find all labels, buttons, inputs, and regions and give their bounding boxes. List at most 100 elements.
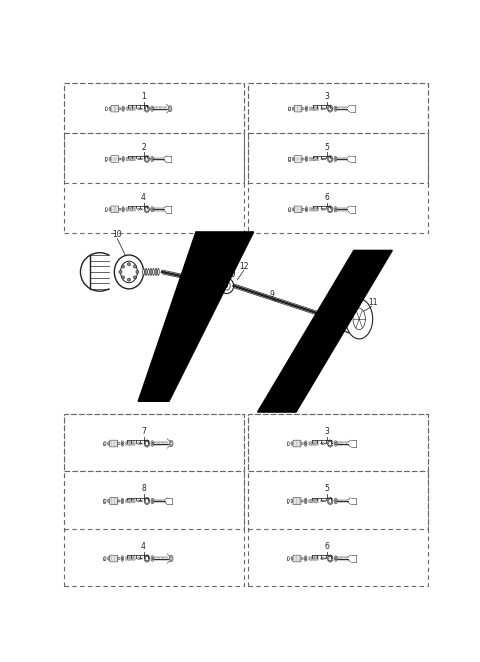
Circle shape bbox=[321, 557, 323, 559]
Ellipse shape bbox=[334, 441, 337, 446]
Circle shape bbox=[148, 441, 149, 442]
Circle shape bbox=[331, 160, 332, 162]
Text: 3: 3 bbox=[324, 92, 329, 101]
Ellipse shape bbox=[311, 557, 312, 561]
FancyBboxPatch shape bbox=[111, 105, 119, 112]
Ellipse shape bbox=[127, 442, 128, 446]
Ellipse shape bbox=[311, 442, 312, 446]
Text: 13: 13 bbox=[231, 246, 241, 256]
Ellipse shape bbox=[335, 158, 336, 160]
Ellipse shape bbox=[324, 312, 326, 318]
Bar bbox=[64, 133, 244, 183]
Ellipse shape bbox=[108, 499, 109, 502]
Circle shape bbox=[321, 209, 323, 211]
Circle shape bbox=[331, 157, 332, 158]
Text: 7: 7 bbox=[141, 427, 146, 436]
Circle shape bbox=[323, 209, 324, 210]
Ellipse shape bbox=[334, 556, 337, 561]
Ellipse shape bbox=[334, 312, 336, 318]
Circle shape bbox=[138, 443, 139, 444]
Ellipse shape bbox=[131, 107, 132, 111]
Ellipse shape bbox=[314, 157, 315, 161]
Bar bbox=[103, 499, 105, 502]
Ellipse shape bbox=[152, 158, 153, 160]
Ellipse shape bbox=[134, 499, 135, 503]
Ellipse shape bbox=[313, 499, 314, 503]
Ellipse shape bbox=[312, 557, 313, 561]
Circle shape bbox=[331, 445, 332, 446]
Ellipse shape bbox=[335, 500, 336, 502]
Circle shape bbox=[140, 108, 141, 109]
Ellipse shape bbox=[327, 555, 333, 562]
Circle shape bbox=[328, 498, 329, 500]
Ellipse shape bbox=[145, 107, 148, 111]
Circle shape bbox=[321, 158, 323, 160]
Circle shape bbox=[328, 445, 329, 446]
Circle shape bbox=[148, 207, 149, 208]
Ellipse shape bbox=[292, 107, 294, 111]
Circle shape bbox=[332, 500, 333, 501]
FancyBboxPatch shape bbox=[111, 156, 119, 162]
Ellipse shape bbox=[329, 498, 332, 503]
Ellipse shape bbox=[152, 557, 153, 560]
Ellipse shape bbox=[170, 557, 172, 561]
Circle shape bbox=[145, 498, 146, 500]
Circle shape bbox=[148, 160, 149, 162]
Ellipse shape bbox=[310, 557, 311, 561]
Ellipse shape bbox=[311, 499, 312, 503]
Ellipse shape bbox=[318, 107, 319, 111]
Ellipse shape bbox=[104, 499, 106, 503]
Circle shape bbox=[144, 558, 145, 559]
Ellipse shape bbox=[131, 442, 132, 446]
Circle shape bbox=[138, 557, 139, 559]
Circle shape bbox=[146, 503, 147, 504]
Ellipse shape bbox=[327, 156, 333, 162]
Ellipse shape bbox=[314, 107, 315, 111]
Bar bbox=[248, 414, 428, 471]
Ellipse shape bbox=[109, 107, 110, 111]
FancyBboxPatch shape bbox=[294, 206, 302, 213]
Ellipse shape bbox=[144, 555, 150, 562]
Circle shape bbox=[328, 560, 329, 561]
Ellipse shape bbox=[168, 106, 172, 112]
Ellipse shape bbox=[291, 557, 292, 560]
Circle shape bbox=[140, 158, 141, 160]
Ellipse shape bbox=[145, 556, 148, 561]
Ellipse shape bbox=[125, 442, 126, 446]
Ellipse shape bbox=[128, 499, 129, 503]
Bar bbox=[248, 83, 428, 234]
Ellipse shape bbox=[134, 557, 135, 561]
Circle shape bbox=[321, 443, 323, 444]
Circle shape bbox=[324, 558, 326, 559]
Circle shape bbox=[144, 443, 145, 444]
Text: 1: 1 bbox=[141, 92, 146, 101]
Ellipse shape bbox=[122, 106, 124, 111]
Circle shape bbox=[145, 502, 146, 503]
Circle shape bbox=[332, 209, 333, 210]
Circle shape bbox=[323, 108, 324, 109]
Circle shape bbox=[332, 159, 333, 160]
Circle shape bbox=[301, 500, 303, 502]
Ellipse shape bbox=[317, 499, 318, 503]
Bar bbox=[103, 557, 105, 560]
Ellipse shape bbox=[122, 207, 124, 212]
Ellipse shape bbox=[344, 311, 356, 326]
Ellipse shape bbox=[329, 157, 332, 162]
Ellipse shape bbox=[310, 499, 311, 503]
Circle shape bbox=[148, 110, 149, 111]
Bar bbox=[248, 414, 428, 586]
Polygon shape bbox=[258, 250, 392, 412]
Ellipse shape bbox=[334, 498, 337, 504]
Bar bbox=[64, 414, 244, 586]
Ellipse shape bbox=[132, 107, 133, 111]
Circle shape bbox=[324, 500, 326, 502]
Circle shape bbox=[332, 558, 333, 559]
Circle shape bbox=[146, 156, 147, 157]
Ellipse shape bbox=[106, 207, 108, 211]
Ellipse shape bbox=[315, 157, 316, 161]
Ellipse shape bbox=[121, 498, 124, 504]
Ellipse shape bbox=[316, 499, 317, 503]
Circle shape bbox=[146, 446, 147, 447]
Ellipse shape bbox=[353, 308, 365, 330]
Circle shape bbox=[331, 556, 332, 557]
